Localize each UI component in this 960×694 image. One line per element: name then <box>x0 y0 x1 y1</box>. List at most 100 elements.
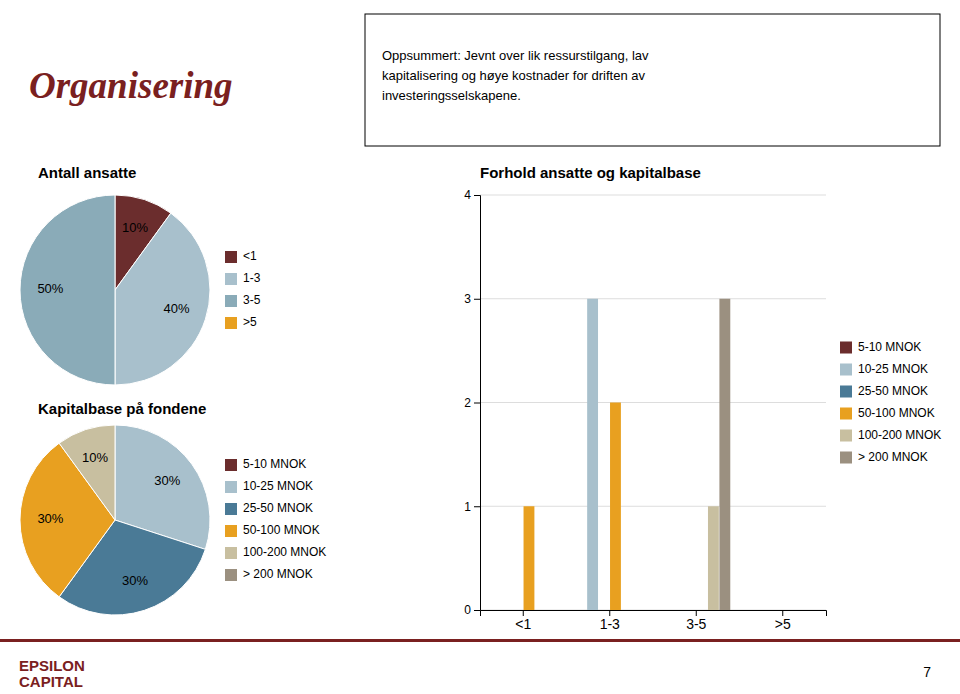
legend-swatch <box>225 503 237 515</box>
legend-swatch <box>225 295 237 307</box>
axis-domain <box>474 196 481 611</box>
bar <box>576 610 587 611</box>
legend-swatch <box>225 547 237 559</box>
y-axis: 01234 <box>464 188 480 617</box>
bar <box>610 403 621 611</box>
grid-line <box>480 298 826 299</box>
legend: 5-10 MNOK10-25 MNOK25-50 MNOK50-100 MNOK… <box>225 457 326 581</box>
summary-line: kapitalisering og høye kostnader for dri… <box>382 68 646 83</box>
legend-swatch <box>840 386 852 398</box>
chart-title: Forhold ansatte og kapitalbase <box>480 164 701 181</box>
bar <box>685 610 696 611</box>
tick-label: 1 <box>464 500 471 514</box>
summary-text: Oppsummert: Jevnt over lik ressurstilgan… <box>382 48 649 103</box>
data-label: 30% <box>154 473 180 488</box>
legend-swatch <box>840 342 852 354</box>
bar <box>633 610 644 611</box>
tick-mark <box>474 403 480 404</box>
grid-line <box>480 402 826 403</box>
legend-entry: 100-200 MNOK <box>858 428 941 442</box>
bars <box>524 299 731 610</box>
bar <box>674 610 685 611</box>
tick-mark <box>474 610 480 611</box>
pie-slice <box>20 195 115 385</box>
legend-entry: 5-10 MNOK <box>858 340 921 354</box>
bar <box>535 610 546 611</box>
bar-chart: Forhold ansatte og kapitalbase01234<11-3… <box>464 164 941 632</box>
bar <box>662 610 673 611</box>
data-label: 10% <box>82 450 108 465</box>
tick: >5 <box>775 610 791 632</box>
pie-slices: 10%40%50% <box>20 195 210 385</box>
bar <box>783 610 794 611</box>
plot-area: 01234<11-33-5>5 <box>464 188 826 632</box>
legend-entry: 10-25 MNOK <box>243 479 313 493</box>
page-number: 7 <box>923 664 931 680</box>
legend-entry: 25-50 MNOK <box>858 384 928 398</box>
legend-entry: >5 <box>243 315 257 329</box>
data-label: 30% <box>122 573 148 588</box>
legend-entry: <1 <box>243 249 257 263</box>
legend-entry: 1-3 <box>243 271 261 285</box>
summary-line: investeringsselskapene. <box>382 88 521 103</box>
pie-chart: Kapitalbase på fondene30%30%30%10%5-10 M… <box>20 400 326 615</box>
bar <box>772 610 783 611</box>
page-title: Organisering <box>29 65 233 106</box>
legend-swatch <box>840 452 852 464</box>
footer-rule <box>0 639 960 642</box>
pie-slices: 30% 30% 30% 10% <box>20 425 210 615</box>
legend-swatch <box>225 251 237 263</box>
legend-swatch <box>840 364 852 376</box>
tick-label: 0 <box>464 603 471 617</box>
legend-swatch <box>225 481 237 493</box>
data-label: 40% <box>163 301 189 316</box>
legend: 5-10 MNOK10-25 MNOK25-50 MNOK50-100 MNOK… <box>840 340 941 464</box>
bar <box>489 610 500 611</box>
bar <box>708 506 719 610</box>
tick-label: 3 <box>464 292 471 306</box>
grid-line <box>480 195 826 196</box>
bar <box>806 610 817 611</box>
legend-swatch <box>225 525 237 537</box>
legend-swatch <box>225 273 237 285</box>
data-label: 50% <box>37 281 63 296</box>
tick-label: >5 <box>775 616 791 632</box>
footer-text: CAPITAL <box>19 673 83 690</box>
tick-label: 3-5 <box>686 616 706 632</box>
pie-slice <box>59 425 115 520</box>
page: Organisering Oppsummert: Jevnt over lik r… <box>0 0 960 694</box>
tick-mark <box>474 195 480 196</box>
bar <box>587 299 598 610</box>
x-axis: <1 1-3 3-5 >5 <box>481 610 827 632</box>
bar <box>749 610 760 611</box>
tick: 3-5 <box>686 610 706 632</box>
tick-mark <box>474 299 480 300</box>
legend-entry: 25-50 MNOK <box>243 501 313 515</box>
tick: 3 <box>464 292 480 306</box>
tick-label: 2 <box>464 396 471 410</box>
grid <box>480 195 826 610</box>
legend-entry: 50-100 MNOK <box>858 406 935 420</box>
pie-slice <box>115 213 210 385</box>
chart-title: Antall ansatte <box>38 164 136 181</box>
bar <box>599 610 610 611</box>
tick-label: 1-3 <box>600 616 620 632</box>
legend: <1 1-3 3-5 >5 <box>225 249 261 329</box>
summary-line: Oppsummert: Jevnt over lik ressurstilgan… <box>382 48 649 63</box>
bar <box>524 506 535 610</box>
legend-entry: 3-5 <box>243 293 261 307</box>
tick: 1 <box>464 500 480 514</box>
bar <box>760 610 771 611</box>
bar <box>719 299 730 610</box>
pie-chart: Antall ansatte10%40%50%<11-33-5>5 <box>20 164 261 385</box>
legend-entry: 50-100 MNOK <box>243 523 320 537</box>
bar <box>697 610 708 611</box>
summary-box <box>365 14 940 146</box>
tick-mark <box>474 506 480 507</box>
tick: 1-3 <box>600 610 620 632</box>
data-label: 30% <box>37 511 63 526</box>
legend-swatch <box>225 317 237 329</box>
tick-label: <1 <box>515 616 531 632</box>
footer-text: EPSILON <box>19 657 85 674</box>
bar <box>512 610 523 611</box>
